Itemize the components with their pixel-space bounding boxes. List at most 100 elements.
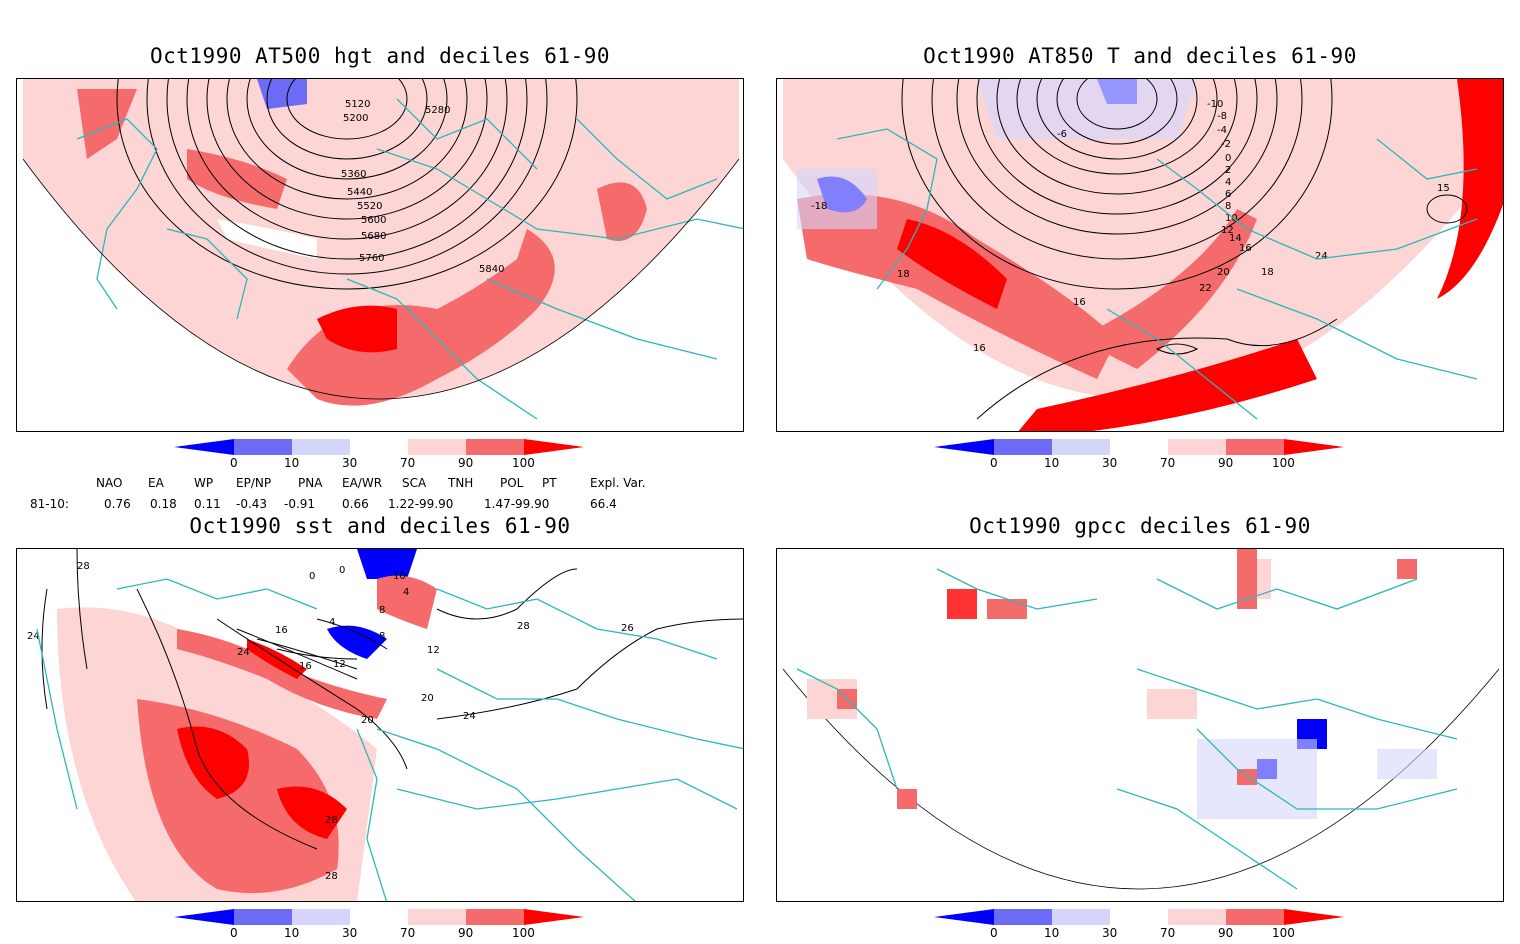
- coastlines: [796, 568, 1458, 890]
- index-value: 0.76: [104, 497, 131, 511]
- tick-label: 30: [1102, 456, 1118, 470]
- svg-text:18: 18: [1261, 267, 1274, 278]
- index-header: PT: [542, 476, 557, 490]
- colorbar-ticks-bottom-right: 0 10 30 70 90 100: [934, 926, 1346, 940]
- colorbar-bottom-right: [934, 908, 1346, 940]
- colorbar-svg: [934, 909, 1344, 925]
- map-sst: 28 24 0 0 10 4 4 8 8 12 16 24 12 16 20 2…: [16, 548, 744, 902]
- svg-text:2: 2: [1225, 165, 1231, 176]
- svg-text:-8: -8: [1217, 111, 1227, 122]
- colorbar-ticks-bottom-left: 0 10 30 70 90 100: [174, 926, 586, 940]
- svg-text:24: 24: [237, 647, 250, 658]
- tick-label: 100: [1272, 456, 1295, 470]
- index-row-label: 81-10:: [30, 497, 69, 511]
- svg-text:-2: -2: [1221, 139, 1231, 150]
- tick-label: 70: [400, 456, 416, 470]
- svg-text:12: 12: [427, 645, 440, 656]
- svg-text:16: 16: [275, 625, 288, 636]
- svg-text:16: 16: [1073, 297, 1086, 308]
- svg-text:15: 15: [1437, 183, 1450, 194]
- svg-text:22: 22: [1199, 283, 1212, 294]
- map-gpcc: [776, 548, 1504, 902]
- svg-text:4: 4: [403, 587, 409, 598]
- svg-text:16: 16: [973, 343, 986, 354]
- tick-label: 30: [342, 926, 358, 940]
- tick-label: 10: [284, 456, 300, 470]
- temperature-contours: [901, 79, 1468, 420]
- svg-text:5600: 5600: [361, 215, 386, 226]
- index-value: 1.22-99.90: [388, 497, 454, 511]
- index-header: SCA: [402, 476, 427, 490]
- svg-text:0: 0: [339, 565, 345, 576]
- svg-text:4: 4: [329, 617, 335, 628]
- panel-title-gpcc: Oct1990 gpcc deciles 61-90: [969, 514, 1311, 538]
- svg-text:20: 20: [361, 715, 374, 726]
- svg-text:5760: 5760: [359, 253, 384, 264]
- svg-text:5280: 5280: [425, 105, 450, 116]
- tick-label: 100: [512, 456, 535, 470]
- map-hgt-svg: 5120 5200 5280 5360 5440 5520 5600 5680 …: [22, 79, 743, 420]
- index-value: 0.18: [150, 497, 177, 511]
- index-value: -0.43: [236, 497, 268, 511]
- svg-text:26: 26: [621, 623, 634, 634]
- tick-label: 30: [1102, 926, 1118, 940]
- svg-text:20: 20: [1217, 267, 1230, 278]
- tick-label: 100: [512, 926, 535, 940]
- panel-title-hgt: Oct1990 AT500 hgt and deciles 61-90: [149, 44, 610, 68]
- svg-text:5520: 5520: [357, 201, 382, 212]
- colorbar-top-left: [174, 438, 586, 470]
- contour-labels: -18 -10 -8 -6 -4 -2 0 2 4 6 8 10 12 14 1…: [811, 99, 1450, 354]
- height-contours: [116, 79, 578, 290]
- svg-text:24: 24: [1315, 251, 1328, 262]
- svg-text:12: 12: [333, 659, 346, 670]
- precip-deciles: [807, 549, 1437, 819]
- svg-text:28: 28: [325, 815, 338, 826]
- svg-text:4: 4: [1225, 177, 1231, 188]
- svg-text:5360: 5360: [341, 169, 366, 180]
- svg-text:5680: 5680: [361, 231, 386, 242]
- map-gpcc-svg: [782, 549, 1500, 890]
- tick-label: 30: [342, 456, 358, 470]
- tick-label: 0: [990, 926, 998, 940]
- map-t850: -18 -10 -8 -6 -4 -2 0 2 4 6 8 10 12 14 1…: [776, 78, 1504, 432]
- svg-text:5120: 5120: [345, 99, 370, 110]
- index-value: 66.4: [590, 497, 617, 511]
- index-header: EA: [148, 476, 164, 490]
- svg-text:16: 16: [299, 661, 312, 672]
- svg-text:5200: 5200: [343, 113, 368, 124]
- index-header: PNA: [298, 476, 323, 490]
- colorbar-top-right: [934, 438, 1346, 470]
- index-header: NAO: [96, 476, 123, 490]
- colorbar-ticks-top-left: 0 10 30 70 90 100: [174, 456, 586, 470]
- index-value: -0.91: [284, 497, 316, 511]
- colorbar-ticks-top-right: 0 10 30 70 90 100: [934, 456, 1346, 470]
- tick-label: 0: [230, 926, 238, 940]
- svg-text:10: 10: [393, 571, 406, 582]
- tick-label: 90: [1218, 456, 1234, 470]
- svg-text:-4: -4: [1217, 125, 1227, 136]
- svg-text:24: 24: [463, 711, 476, 722]
- svg-text:-10: -10: [1207, 99, 1223, 110]
- svg-text:24: 24: [27, 631, 40, 642]
- coastlines: [36, 578, 743, 901]
- colorbar-bottom-left: [174, 908, 586, 940]
- tick-label: 0: [230, 456, 238, 470]
- svg-text:18: 18: [897, 269, 910, 280]
- index-header: WP: [194, 476, 214, 490]
- svg-text:-6: -6: [1057, 129, 1067, 140]
- panel-title-sst: Oct1990 sst and deciles 61-90: [189, 514, 571, 538]
- svg-text:0: 0: [1225, 153, 1231, 164]
- coastlines: [76, 98, 743, 420]
- coastlines: [836, 128, 1478, 420]
- index-header: EA/WR: [342, 476, 383, 490]
- svg-text:16: 16: [1239, 243, 1252, 254]
- tick-label: 10: [284, 926, 300, 940]
- colorbar-svg: [174, 909, 584, 925]
- svg-text:28: 28: [325, 871, 338, 882]
- tick-label: 70: [1160, 926, 1176, 940]
- colorbar-svg: [174, 439, 584, 455]
- index-value: 1.47-99.90: [484, 497, 550, 511]
- map-sst-svg: 28 24 0 0 10 4 4 8 8 12 16 24 12 16 20 2…: [27, 549, 743, 901]
- map-hgt: 5120 5200 5280 5360 5440 5520 5600 5680 …: [16, 78, 744, 432]
- tick-label: 70: [1160, 456, 1176, 470]
